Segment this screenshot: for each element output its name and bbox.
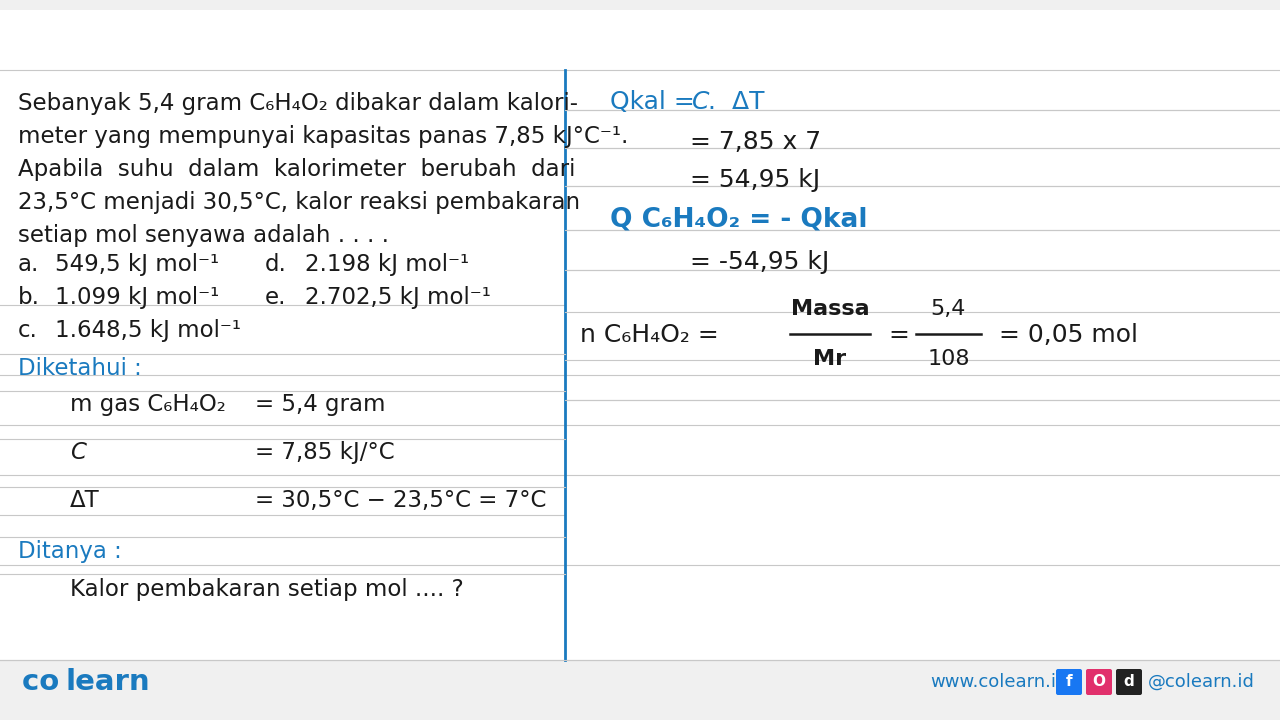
Text: Massa: Massa	[791, 299, 869, 319]
Text: =: =	[888, 323, 909, 347]
Text: 1.099 kJ mol⁻¹: 1.099 kJ mol⁻¹	[55, 286, 219, 309]
Text: co: co	[22, 668, 69, 696]
Text: m gas C₆H₄O₂: m gas C₆H₄O₂	[70, 393, 225, 416]
Text: f: f	[1066, 675, 1073, 690]
Text: meter yang mempunyai kapasitas panas 7,85 kJ°C⁻¹.: meter yang mempunyai kapasitas panas 7,8…	[18, 125, 628, 148]
Text: C: C	[70, 441, 86, 464]
Text: d.: d.	[265, 253, 287, 276]
Text: ΔT: ΔT	[70, 489, 100, 512]
Text: 23,5°C menjadi 30,5°C, kalor reaksi pembakaran: 23,5°C menjadi 30,5°C, kalor reaksi pemb…	[18, 191, 580, 214]
Text: @colearn.id: @colearn.id	[1148, 673, 1254, 691]
Text: = 54,95 kJ: = 54,95 kJ	[690, 168, 820, 192]
Text: d: d	[1124, 675, 1134, 690]
Text: = -54,95 kJ: = -54,95 kJ	[690, 250, 829, 274]
Text: www.colearn.id: www.colearn.id	[931, 673, 1068, 691]
Text: a.: a.	[18, 253, 40, 276]
Text: 5,4: 5,4	[931, 299, 966, 319]
Text: Sebanyak 5,4 gram C₆H₄O₂ dibakar dalam kalori-: Sebanyak 5,4 gram C₆H₄O₂ dibakar dalam k…	[18, 92, 579, 115]
Text: C: C	[692, 90, 709, 114]
Text: 1.648,5 kJ mol⁻¹: 1.648,5 kJ mol⁻¹	[55, 319, 241, 342]
Text: learn: learn	[65, 668, 150, 696]
Text: 549,5 kJ mol⁻¹: 549,5 kJ mol⁻¹	[55, 253, 219, 276]
FancyBboxPatch shape	[1116, 669, 1142, 695]
Text: 108: 108	[927, 349, 970, 369]
Text: = 5,4 gram: = 5,4 gram	[255, 393, 385, 416]
Text: e.: e.	[265, 286, 287, 309]
Text: n C₆H₄O₂ =: n C₆H₄O₂ =	[580, 323, 719, 347]
Text: Ditanya :: Ditanya :	[18, 540, 122, 563]
Text: Kalor pembakaran setiap mol .... ?: Kalor pembakaran setiap mol .... ?	[70, 578, 463, 601]
Text: b.: b.	[18, 286, 40, 309]
Text: Q C₆H₄O₂ = - Qkal: Q C₆H₄O₂ = - Qkal	[611, 206, 868, 232]
Text: Apabila  suhu  dalam  kalorimeter  berubah  dari: Apabila suhu dalam kalorimeter berubah d…	[18, 158, 576, 181]
Text: Qkal =: Qkal =	[611, 90, 703, 114]
Text: = 7,85 kJ/°C: = 7,85 kJ/°C	[255, 441, 394, 464]
Text: = 0,05 mol: = 0,05 mol	[998, 323, 1138, 347]
Text: 2.198 kJ mol⁻¹: 2.198 kJ mol⁻¹	[305, 253, 470, 276]
Text: = 30,5°C − 23,5°C = 7°C: = 30,5°C − 23,5°C = 7°C	[255, 489, 547, 512]
Text: = 7,85 x 7: = 7,85 x 7	[690, 130, 822, 154]
FancyBboxPatch shape	[1056, 669, 1082, 695]
Text: Mr: Mr	[813, 349, 846, 369]
Text: .  ΔT: . ΔT	[708, 90, 764, 114]
Text: Diketahui :: Diketahui :	[18, 357, 142, 380]
Text: 2.702,5 kJ mol⁻¹: 2.702,5 kJ mol⁻¹	[305, 286, 490, 309]
Text: O: O	[1093, 675, 1106, 690]
FancyBboxPatch shape	[1085, 669, 1112, 695]
Text: c.: c.	[18, 319, 38, 342]
Text: setiap mol senyawa adalah . . . .: setiap mol senyawa adalah . . . .	[18, 224, 389, 247]
